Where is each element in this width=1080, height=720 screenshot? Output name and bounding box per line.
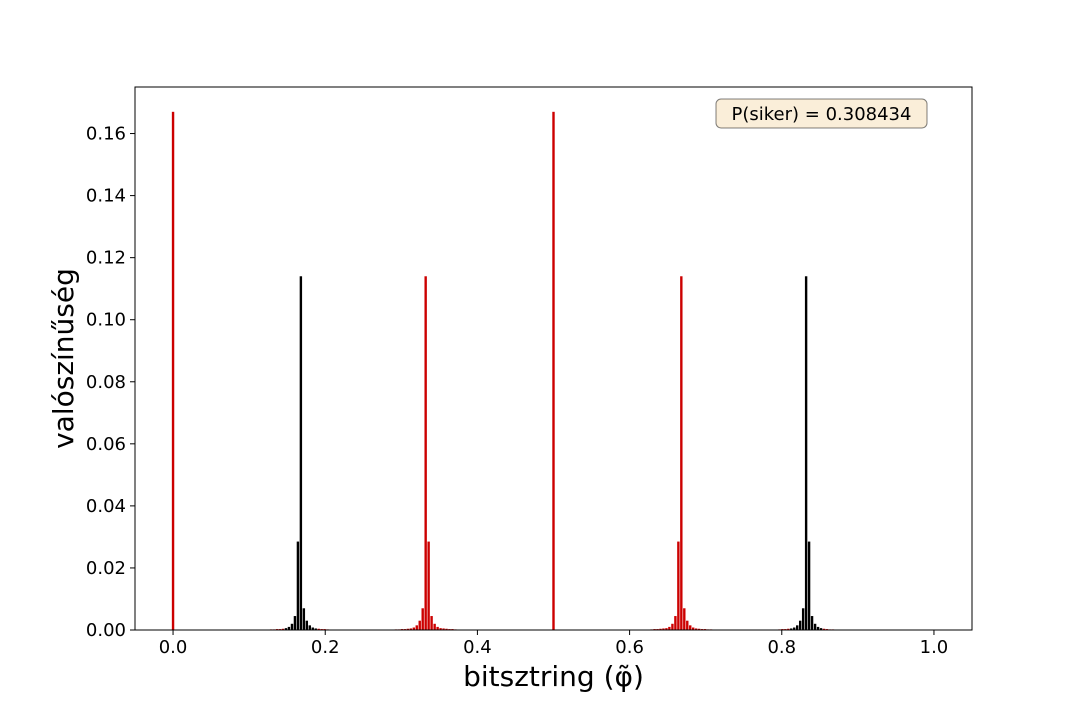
bar (442, 628, 445, 630)
bar (662, 628, 665, 630)
y-tick-label: 0.04 (86, 496, 126, 517)
bar (822, 628, 826, 630)
bar (668, 626, 671, 630)
y-tick-label: 0.10 (86, 310, 126, 331)
bar (659, 628, 662, 630)
bar (807, 541, 811, 630)
bar (433, 623, 436, 630)
y-axis-label: valószínűség (47, 268, 80, 449)
bar (793, 627, 796, 630)
bar (689, 625, 692, 630)
x-tick-label: 1.0 (920, 637, 949, 658)
y-tick-label: 0.08 (86, 372, 126, 393)
x-tick-label: 0.2 (311, 637, 340, 658)
bar (674, 616, 677, 630)
bar (798, 620, 802, 630)
bar (665, 628, 668, 630)
bars-group (171, 111, 835, 630)
bar (677, 541, 680, 630)
y-axis: 0.00 0.02 0.04 0.06 0.08 0.10 0.12 0.14 0.16 (86, 124, 135, 641)
bar (683, 608, 686, 630)
bar (694, 628, 698, 630)
bar (439, 628, 442, 630)
x-tick-label: 0.6 (615, 637, 644, 658)
bar (813, 623, 817, 630)
annotation-box: P(siker) = 0.308434 (715, 98, 928, 129)
bar (790, 628, 793, 630)
bar (308, 625, 311, 630)
bar (412, 627, 415, 630)
bar (305, 620, 309, 630)
bar (287, 626, 291, 630)
bar (819, 628, 823, 630)
y-tick-label: 0.12 (86, 248, 126, 269)
bar (406, 628, 410, 630)
bar (317, 628, 320, 630)
bar (427, 541, 430, 630)
y-tick-label: 0.06 (86, 434, 126, 455)
bar (810, 616, 814, 630)
annotation-background (715, 98, 928, 129)
y-tick-label: 0.16 (86, 124, 126, 145)
bar (299, 276, 303, 630)
bar (436, 626, 439, 630)
bar (445, 628, 448, 630)
x-axis: 0.0 0.2 0.4 0.6 0.8 1.0 (159, 630, 949, 658)
x-tick-label: 0.4 (463, 637, 492, 658)
bar (284, 628, 288, 630)
bar (804, 276, 808, 630)
bar (415, 625, 418, 630)
bar (171, 111, 175, 630)
bar (787, 628, 790, 630)
bar (692, 627, 695, 630)
y-tick-label: 0.14 (86, 186, 126, 207)
bar (409, 628, 413, 630)
y-tick-label: 0.02 (86, 558, 126, 579)
bar (418, 620, 421, 630)
bar (552, 111, 555, 630)
bar (424, 276, 427, 630)
x-axis-label: bitsztring (φ̃) (463, 660, 644, 693)
bar (290, 623, 294, 630)
bar (697, 628, 701, 630)
bar (281, 628, 285, 630)
bar (796, 625, 799, 630)
bar (680, 276, 683, 630)
bar (801, 608, 805, 630)
success-probability-text: P(siker) = 0.308434 (732, 104, 912, 125)
y-tick-label: 0.00 (86, 620, 126, 641)
bar (430, 616, 433, 630)
bar (314, 628, 317, 630)
bar (421, 608, 424, 630)
plot-frame (134, 86, 973, 631)
bar (671, 623, 674, 630)
bar (816, 626, 820, 630)
bar (311, 627, 314, 630)
bar (296, 541, 300, 630)
x-tick-label: 0.8 (767, 637, 796, 658)
bar (302, 608, 306, 630)
bar (686, 620, 689, 630)
bar (293, 616, 297, 630)
x-tick-label: 0.0 (159, 637, 188, 658)
